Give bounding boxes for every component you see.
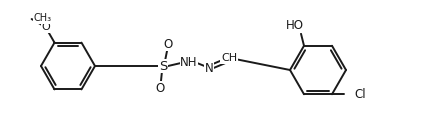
Text: O: O: [155, 81, 164, 95]
Text: CH: CH: [221, 53, 237, 63]
Text: O: O: [41, 22, 50, 32]
Text: HO: HO: [286, 19, 303, 32]
Text: O: O: [163, 37, 172, 51]
Text: S: S: [158, 60, 167, 72]
Text: CH₃: CH₃: [34, 13, 52, 23]
Text: Cl: Cl: [353, 88, 365, 101]
Text: NH: NH: [180, 55, 197, 69]
Text: N: N: [204, 62, 213, 74]
